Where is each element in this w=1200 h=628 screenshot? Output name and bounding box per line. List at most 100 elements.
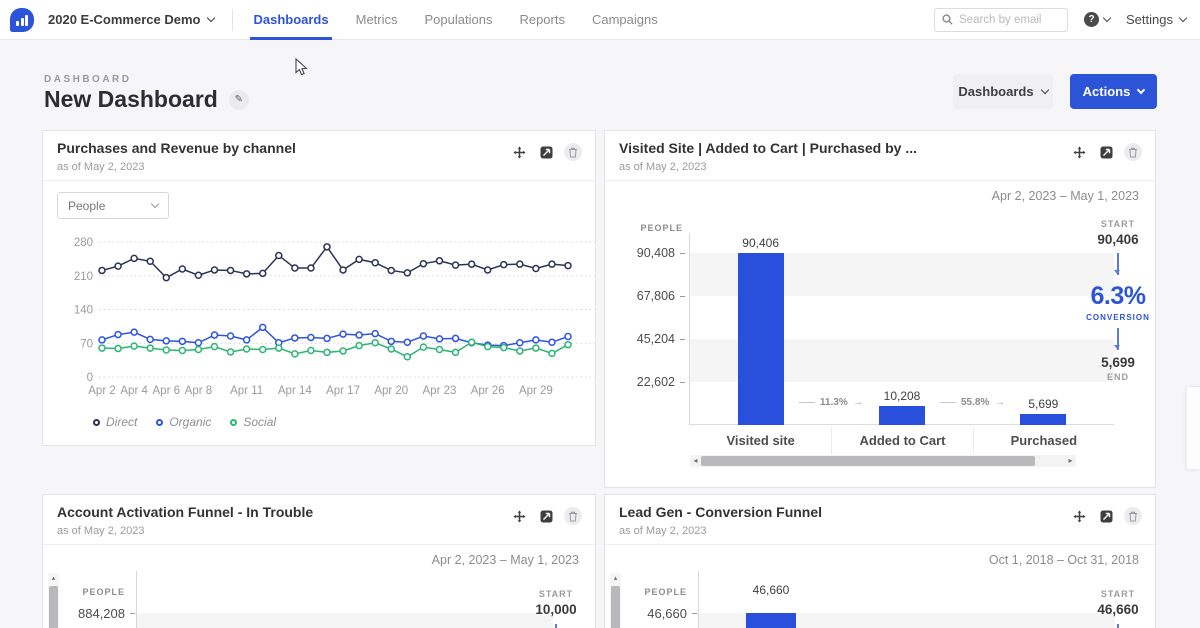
dashboards-dropdown-button[interactable]: Dashboards bbox=[953, 74, 1053, 109]
funnel-y-tick: 884,208 bbox=[78, 606, 125, 621]
widget-as-of: as of May 2, 2023 bbox=[619, 160, 707, 173]
vertical-scrollbar[interactable]: ▴ bbox=[48, 573, 59, 628]
move-widget-icon[interactable] bbox=[510, 507, 528, 525]
svg-text:Apr 11: Apr 11 bbox=[230, 385, 263, 397]
chevron-down-icon bbox=[1040, 85, 1049, 95]
widget-account-activation-funnel: Account Activation Funnel - In Trouble a… bbox=[42, 494, 596, 628]
legend-item-direct[interactable]: Direct bbox=[93, 415, 137, 429]
legend-item-social[interactable]: Social bbox=[230, 415, 276, 429]
funnel-bar-2[interactable] bbox=[879, 405, 925, 425]
line-series-organic bbox=[98, 323, 572, 350]
main-nav: Dashboards Metrics Populations Reports C… bbox=[250, 0, 658, 40]
line-series-social bbox=[98, 338, 572, 361]
nav-item-populations[interactable]: Populations bbox=[424, 12, 493, 27]
arrow-right-icon: → bbox=[852, 396, 864, 408]
funnel-y-axis-label: PEOPLE bbox=[82, 587, 125, 597]
widget-as-of: as of May 2, 2023 bbox=[619, 524, 707, 537]
tick-dash bbox=[130, 613, 135, 614]
nav-item-reports[interactable]: Reports bbox=[519, 12, 565, 27]
summary-start-label: START bbox=[1100, 589, 1136, 599]
scrollbar-thumb[interactable] bbox=[611, 586, 620, 628]
move-widget-icon[interactable] bbox=[1070, 143, 1088, 161]
vertical-scrollbar[interactable]: ▴ bbox=[610, 573, 621, 628]
actions-button-label: Actions bbox=[1082, 84, 1131, 99]
metric-selector[interactable]: People bbox=[57, 192, 169, 219]
export-widget-icon[interactable] bbox=[537, 143, 555, 161]
step-label-added-to-cart: Added to Cart bbox=[831, 427, 972, 454]
funnel-stripe-band bbox=[137, 613, 553, 628]
move-widget-icon[interactable] bbox=[510, 143, 528, 161]
funnel-bar-value: 46,660 bbox=[752, 583, 790, 597]
widget-as-of: as of May 2, 2023 bbox=[57, 160, 145, 173]
mouse-cursor bbox=[295, 58, 308, 76]
scroll-right-icon[interactable]: ▸ bbox=[1068, 456, 1073, 465]
svg-text:Apr 23: Apr 23 bbox=[423, 385, 457, 397]
scrollbar-thumb[interactable] bbox=[49, 586, 58, 628]
funnel-bar-1[interactable] bbox=[737, 253, 784, 425]
chevron-down-icon bbox=[1137, 85, 1146, 95]
export-widget-icon[interactable] bbox=[1097, 143, 1115, 161]
funnel-y-tick: 45,204 bbox=[636, 332, 675, 346]
arrow-right-icon: → bbox=[994, 396, 1006, 408]
scrollbar-thumb[interactable] bbox=[701, 456, 1035, 466]
app-logo-icon[interactable] bbox=[10, 7, 34, 32]
actions-dropdown-button[interactable]: Actions bbox=[1070, 74, 1157, 109]
legend-label: Organic bbox=[169, 415, 212, 429]
legend-item-organic[interactable]: Organic bbox=[156, 415, 211, 429]
delete-widget-icon[interactable] bbox=[564, 143, 582, 161]
summary-end-value: 5,699 bbox=[1101, 355, 1135, 370]
funnel-bar-3[interactable] bbox=[1020, 414, 1067, 425]
delete-widget-icon[interactable] bbox=[1124, 143, 1142, 161]
search-box[interactable] bbox=[934, 7, 1069, 32]
scroll-up-icon[interactable]: ▴ bbox=[613, 575, 618, 582]
scrollbar-track[interactable] bbox=[701, 455, 1065, 467]
nav-item-metrics[interactable]: Metrics bbox=[355, 12, 398, 27]
edit-title-button[interactable]: ✎ bbox=[228, 89, 249, 110]
funnel-y-axis-line bbox=[689, 233, 690, 425]
arrow-down-icon bbox=[1117, 624, 1119, 628]
top-nav-bar: 2020 E-Commerce Demo Dashboards Metrics … bbox=[0, 0, 1200, 40]
dashboards-button-label: Dashboards bbox=[958, 84, 1034, 99]
summary-start-label: START bbox=[538, 589, 574, 599]
summary-start-value: 46,660 bbox=[1097, 602, 1139, 617]
svg-text:Apr 17: Apr 17 bbox=[326, 385, 360, 397]
funnel-y-tick: 22,602 bbox=[636, 375, 675, 389]
page-eyebrow: DASHBOARD bbox=[44, 74, 132, 85]
arrow-down-icon bbox=[555, 624, 557, 628]
funnel-bar[interactable] bbox=[746, 613, 796, 628]
legend-marker-icon bbox=[93, 418, 100, 426]
scroll-up-icon[interactable]: ▴ bbox=[51, 575, 56, 582]
funnel-bar-value: 90,406 bbox=[742, 236, 779, 250]
nav-item-campaigns[interactable]: Campaigns bbox=[591, 12, 658, 27]
partially-visible-panel bbox=[1186, 386, 1200, 470]
line-chart: 0 70 140 210 280 Apr 2 Apr 4 Apr 6 Apr 8 Apr 11 Ap… bbox=[74, 237, 595, 397]
scroll-left-icon[interactable]: ◂ bbox=[693, 456, 698, 465]
settings-menu[interactable]: Settings bbox=[1126, 12, 1188, 27]
tick-dash bbox=[680, 339, 685, 340]
funnel-y-axis-label: PEOPLE bbox=[644, 587, 687, 597]
step-conversion-value: 11.3% bbox=[819, 397, 848, 408]
widget-date-range: Oct 1, 2018 – Oct 31, 2018 bbox=[988, 553, 1139, 567]
svg-text:Apr 2: Apr 2 bbox=[88, 385, 116, 397]
step-conversion: 11.3% → bbox=[779, 397, 883, 408]
funnel-y-tick: 67,806 bbox=[636, 289, 675, 303]
nav-item-dashboards[interactable]: Dashboards bbox=[250, 0, 332, 40]
legend-label: Direct bbox=[106, 415, 138, 429]
export-widget-icon[interactable] bbox=[1097, 507, 1115, 525]
help-menu[interactable]: ? bbox=[1084, 12, 1112, 27]
chevron-down-icon bbox=[150, 199, 160, 209]
search-input[interactable] bbox=[959, 13, 1061, 26]
workspace-switcher[interactable]: 2020 E-Commerce Demo bbox=[48, 12, 216, 27]
funnel-y-axis-line bbox=[698, 571, 699, 628]
summary-start-value: 90,406 bbox=[1097, 232, 1139, 247]
horizontal-scrollbar[interactable]: ◂ ▸ bbox=[690, 455, 1076, 467]
line-series-direct bbox=[98, 243, 572, 282]
delete-widget-icon[interactable] bbox=[564, 507, 582, 525]
delete-widget-icon[interactable] bbox=[1124, 507, 1142, 525]
summary-end-label: END bbox=[1106, 372, 1129, 382]
workspace-name: 2020 E-Commerce Demo bbox=[48, 12, 201, 27]
move-widget-icon[interactable] bbox=[1070, 507, 1088, 525]
funnel-y-axis-line bbox=[136, 571, 137, 628]
funnel-y-ticks: 90,408 67,806 45,204 22,602 bbox=[605, 131, 689, 487]
export-widget-icon[interactable] bbox=[537, 507, 555, 525]
